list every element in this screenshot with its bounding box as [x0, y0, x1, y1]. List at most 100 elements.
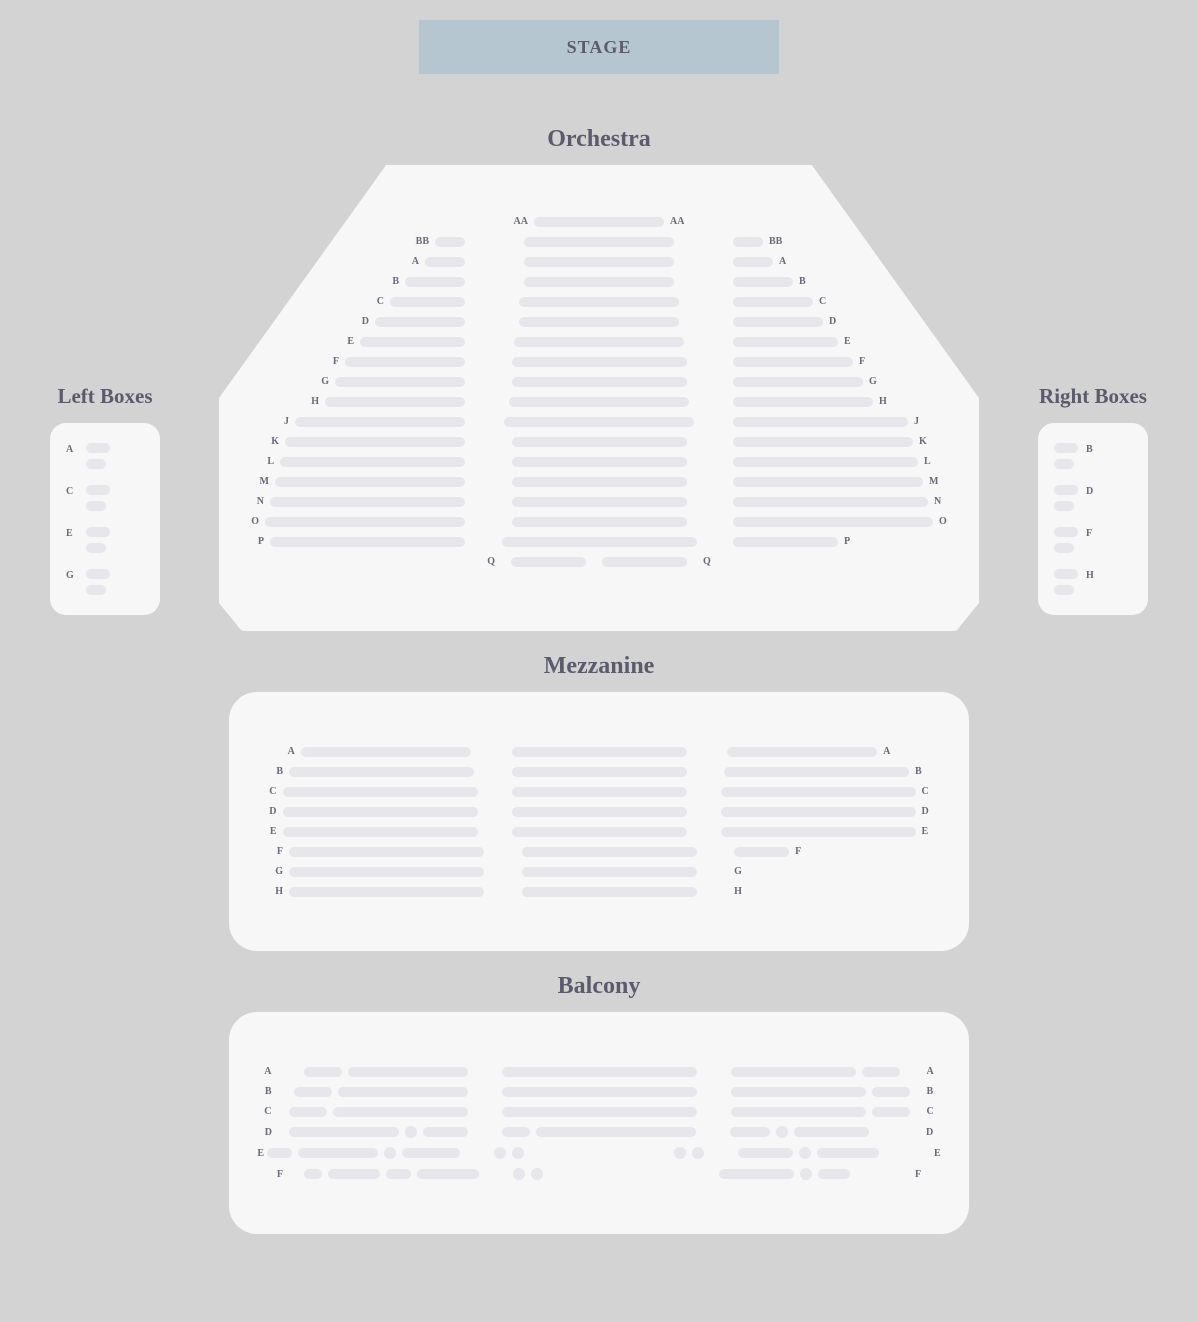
- row-label: E: [253, 826, 277, 837]
- seat-bar: [733, 357, 853, 367]
- seat-row: AAAA: [239, 216, 959, 227]
- seat-bar: [1054, 501, 1074, 511]
- seat-bar: [730, 1127, 770, 1137]
- box-label: A: [66, 443, 78, 455]
- seat-row: PP: [239, 536, 959, 547]
- row-label: F: [259, 846, 283, 857]
- row-label: A: [779, 256, 803, 267]
- row-label: A: [395, 256, 419, 267]
- seat-bar: [270, 497, 465, 507]
- seat-bar: [519, 317, 679, 327]
- seat-bar: [338, 1087, 468, 1097]
- seat-row: BBBB: [239, 236, 959, 247]
- seat-row: CC: [239, 296, 959, 307]
- seat-bar: [417, 1169, 479, 1179]
- seat-bar: [512, 747, 687, 757]
- box-label: D: [1086, 485, 1098, 497]
- row-label: D: [926, 1127, 950, 1138]
- row-label: B: [927, 1086, 951, 1097]
- seat-bar: [733, 337, 838, 347]
- seat-bar: [794, 1127, 869, 1137]
- seat-bar: [522, 847, 697, 857]
- balcony-panel: AABBCCDDEEFF: [229, 1012, 969, 1234]
- row-label: O: [939, 516, 963, 527]
- seat-bar: [733, 417, 908, 427]
- box-group: G: [66, 569, 144, 595]
- row-label: M: [245, 476, 269, 487]
- seat-bar: [719, 1169, 794, 1179]
- seat-bar: [519, 297, 679, 307]
- seat-bar: [733, 497, 928, 507]
- seat-bar: [1054, 459, 1074, 469]
- seat-bar: [721, 787, 916, 797]
- box-label: C: [66, 485, 78, 497]
- orchestra-panel: AAAABBBBAABBCCDDEEFFGGHHJJKKLLMMNNOOPPQQ: [219, 165, 979, 631]
- row-label: C: [248, 1106, 272, 1117]
- seat-bar: [602, 557, 687, 567]
- box-group: A: [66, 443, 144, 469]
- seat-bar: [345, 357, 465, 367]
- seat-row: FF: [259, 846, 939, 857]
- seat-bar: [267, 1148, 292, 1158]
- seat-bar: [294, 1087, 332, 1097]
- row-label: C: [360, 296, 384, 307]
- seat-bar: [731, 1087, 866, 1097]
- seat-bar: [502, 537, 697, 547]
- seat-bar: [733, 517, 933, 527]
- row-label: J: [265, 416, 289, 427]
- row-label: C: [819, 296, 843, 307]
- row-label: E: [934, 1148, 958, 1159]
- seat-bar: [511, 557, 586, 567]
- seat-bar: [283, 787, 478, 797]
- seat-bar: [524, 257, 674, 267]
- seat-bar: [862, 1067, 900, 1077]
- seat-row: GG: [239, 376, 959, 387]
- seat-bar: [86, 501, 106, 511]
- box-label: E: [66, 527, 78, 539]
- box-group: F: [1054, 527, 1132, 553]
- seat-bar: [280, 457, 465, 467]
- seat-bar: [522, 887, 697, 897]
- seat-bar: [423, 1127, 468, 1137]
- box-group: D: [1054, 485, 1132, 511]
- seat-bar: [733, 457, 918, 467]
- row-label: A: [271, 746, 295, 757]
- seat-row: HH: [259, 886, 939, 897]
- row-label: K: [255, 436, 279, 447]
- seat-bar: [524, 277, 674, 287]
- seat-bar: [514, 337, 684, 347]
- seat-row: BB: [239, 276, 959, 287]
- row-label: F: [795, 846, 819, 857]
- seat-dot: [776, 1126, 788, 1138]
- seat-bar: [289, 1127, 399, 1137]
- seat-bar: [733, 257, 773, 267]
- seat-bar: [1054, 485, 1078, 495]
- row-label: G: [869, 376, 893, 387]
- seat-bar: [502, 1087, 697, 1097]
- seat-bar: [502, 1127, 530, 1137]
- seat-bar: [522, 867, 697, 877]
- seat-row: KK: [239, 436, 959, 447]
- row-label: P: [844, 536, 868, 547]
- seat-bar: [289, 887, 484, 897]
- seat-bar: [270, 537, 465, 547]
- seat-bar: [283, 827, 478, 837]
- seat-bar: [348, 1067, 468, 1077]
- seat-bar: [435, 237, 465, 247]
- seat-row: GG: [259, 866, 939, 877]
- row-label: D: [248, 1127, 272, 1138]
- box-group: C: [66, 485, 144, 511]
- seat-bar: [289, 867, 484, 877]
- seat-bar: [1054, 527, 1078, 537]
- orchestra-title: Orchestra: [547, 126, 651, 153]
- seat-row: EE: [259, 1147, 939, 1159]
- row-label: B: [248, 1086, 272, 1097]
- seat-row: EE: [259, 826, 939, 837]
- seat-bar: [512, 787, 687, 797]
- seat-bar: [817, 1148, 879, 1158]
- seat-bar: [512, 497, 687, 507]
- mezzanine-title: Mezzanine: [544, 653, 655, 680]
- row-label: B: [259, 766, 283, 777]
- row-label: H: [295, 396, 319, 407]
- seat-bar: [512, 357, 687, 367]
